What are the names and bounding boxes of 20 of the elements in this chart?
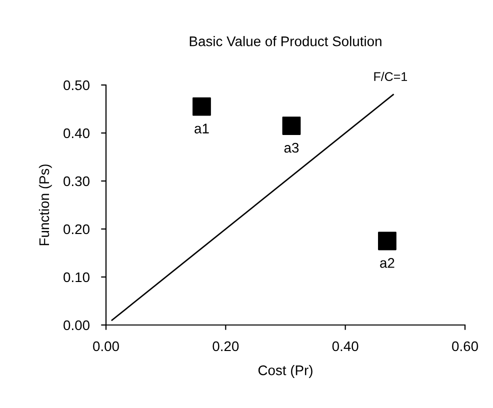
y-tick-label: 0.20 (64, 224, 90, 234)
y-tick-label: 0.40 (64, 128, 90, 138)
point (282, 116, 301, 135)
y-tick-label: 0.10 (64, 272, 90, 282)
y-tick-label: 0.30 (64, 176, 90, 186)
y-tick-label: 0.50 (64, 80, 90, 90)
annotation: a2 (380, 258, 394, 268)
x-tick-label: 0.40 (332, 341, 358, 352)
x-axis-title: Cost (Pr) (258, 365, 312, 378)
x-tick-label: 0.20 (212, 341, 239, 352)
x-tick-label: 0.00 (93, 341, 119, 352)
chart-title: Basic Value of Product Solution (190, 36, 382, 46)
y-tick-label: 0.00 (64, 320, 90, 330)
series-label: F/C=1 (374, 72, 408, 82)
point (192, 97, 211, 116)
y-axis-title: Function (Ps) (38, 164, 52, 246)
point (378, 232, 396, 250)
annotation: a1 (194, 124, 209, 134)
x-tick-label: 0.60 (452, 341, 478, 352)
annotation: a3 (284, 142, 299, 153)
